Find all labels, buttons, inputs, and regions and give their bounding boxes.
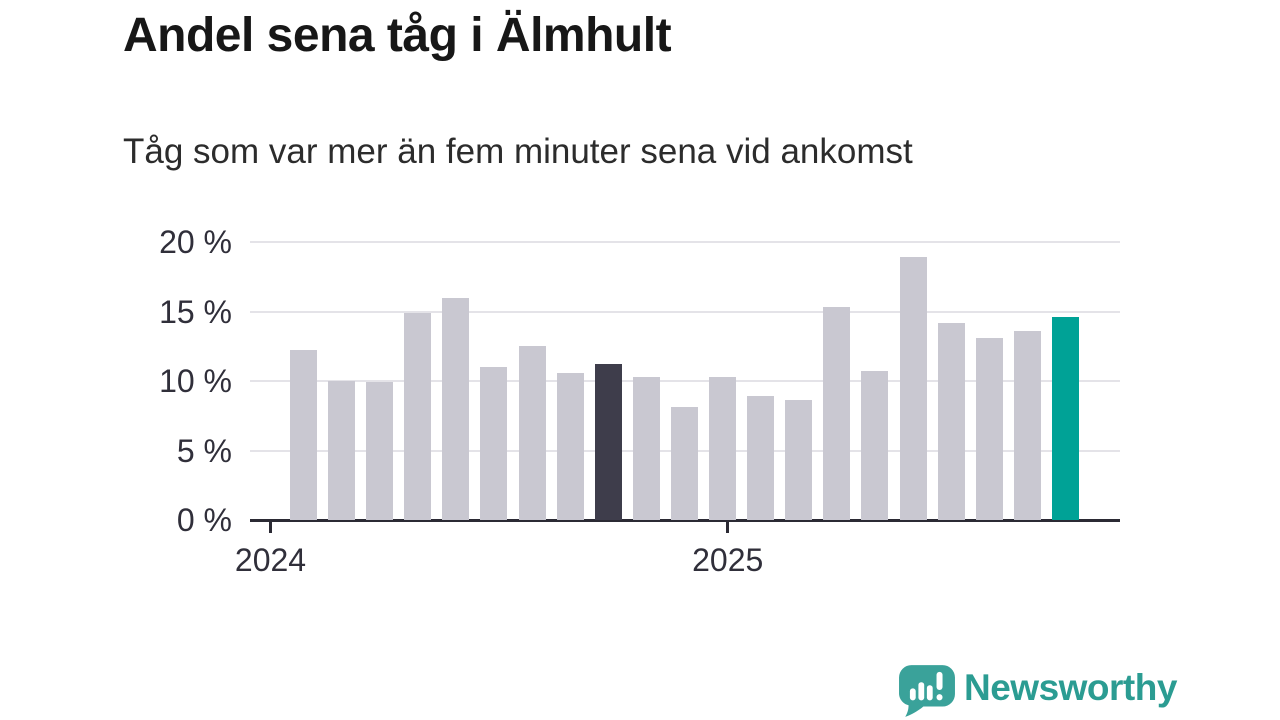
x-axis-tick-2024 xyxy=(269,522,272,533)
bar-okt-2024 xyxy=(632,376,660,520)
y-axis-tick-label: 20 % xyxy=(159,224,232,260)
bar-jan-2025 xyxy=(747,396,775,520)
bar-jun-2025 xyxy=(937,322,965,520)
newsworthy-logo-icon xyxy=(899,665,955,717)
gridline-10 xyxy=(250,380,1120,382)
x-axis-line xyxy=(250,519,1120,522)
bar-apr-2025 xyxy=(861,371,889,520)
bar-apr-2024 xyxy=(404,312,432,520)
x-axis: 2024 2025 xyxy=(0,520,1280,600)
chart-title: Andel sena tåg i Älmhult xyxy=(123,9,672,62)
bar-feb-2025 xyxy=(785,400,813,520)
chart-subtitle: Tåg som var mer än fem minuter sena vid … xyxy=(123,132,913,171)
y-axis-tick-label: 10 % xyxy=(159,363,232,399)
bar-nov-2024 xyxy=(670,407,698,520)
bar-jun-2024 xyxy=(480,367,508,520)
bar-feb-2024 xyxy=(328,381,356,520)
y-axis-tick-label: 0 % xyxy=(176,502,232,538)
y-axis-labels: 0 % 5 % 10 % 15 % 20 % xyxy=(92,224,232,538)
bar-aug-2025 xyxy=(1013,330,1041,520)
newsworthy-wordmark: Newsworthy xyxy=(964,667,1177,708)
bars-group xyxy=(290,242,1079,520)
bar-maj-2025 xyxy=(899,257,927,520)
x-axis-label-2024: 2024 xyxy=(234,542,307,578)
bar-jul-2024 xyxy=(518,346,546,520)
bar-aug-2024 xyxy=(556,372,584,520)
bar-mar-2024 xyxy=(366,382,394,520)
y-axis-tick-label: 15 % xyxy=(159,293,232,330)
bar-jul-2025 xyxy=(975,337,1003,520)
y-axis-tick-label: 5 % xyxy=(176,432,232,469)
x-axis-tick-2025 xyxy=(726,522,730,533)
newsworthy-logo: Newsworthy xyxy=(898,664,1177,718)
gridline-15 xyxy=(250,310,1120,313)
bar-sep-2025 xyxy=(1051,317,1079,520)
bar-jan-2024 xyxy=(290,350,317,520)
bar-maj-2024 xyxy=(442,297,470,520)
gridline-20 xyxy=(250,241,1120,243)
logo-bars-icon xyxy=(909,671,943,701)
bar-dec-2024 xyxy=(709,376,737,520)
x-axis-label-2025: 2025 xyxy=(692,542,764,578)
bar-mar-2025 xyxy=(823,307,851,520)
bar-sep-2024 xyxy=(594,364,622,520)
